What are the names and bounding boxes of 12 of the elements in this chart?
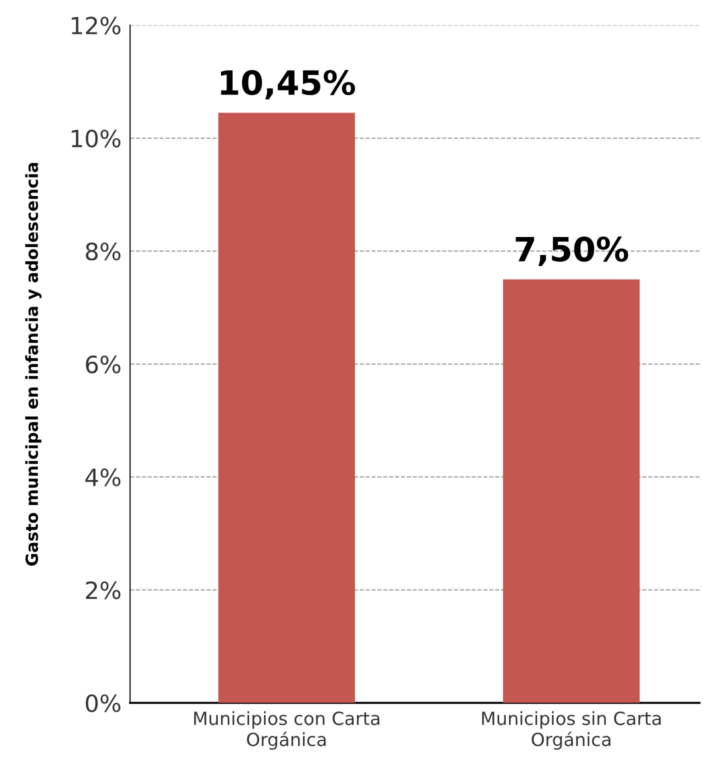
x-tick-label: Municipios con Carta Orgánica [194, 711, 380, 750]
y-tick-label: 8% [86, 242, 120, 260]
y-tick-label: 10% [72, 130, 120, 148]
y-tick-label: 2% [86, 581, 120, 600]
y-tick-label: 12% [72, 16, 120, 35]
y-axis-title: Gasto municipal en infancia y adolescencia [25, 162, 42, 566]
y-tick-label: 4% [85, 468, 120, 486]
y-tick-label: 6% [86, 355, 120, 374]
data-label: 10,45% [220, 70, 356, 100]
data-label: 7,50% [516, 236, 628, 266]
y-tick-label: 0% [86, 694, 120, 712]
x-tick-label: Municipios sin Carta Orgánica [482, 711, 661, 750]
